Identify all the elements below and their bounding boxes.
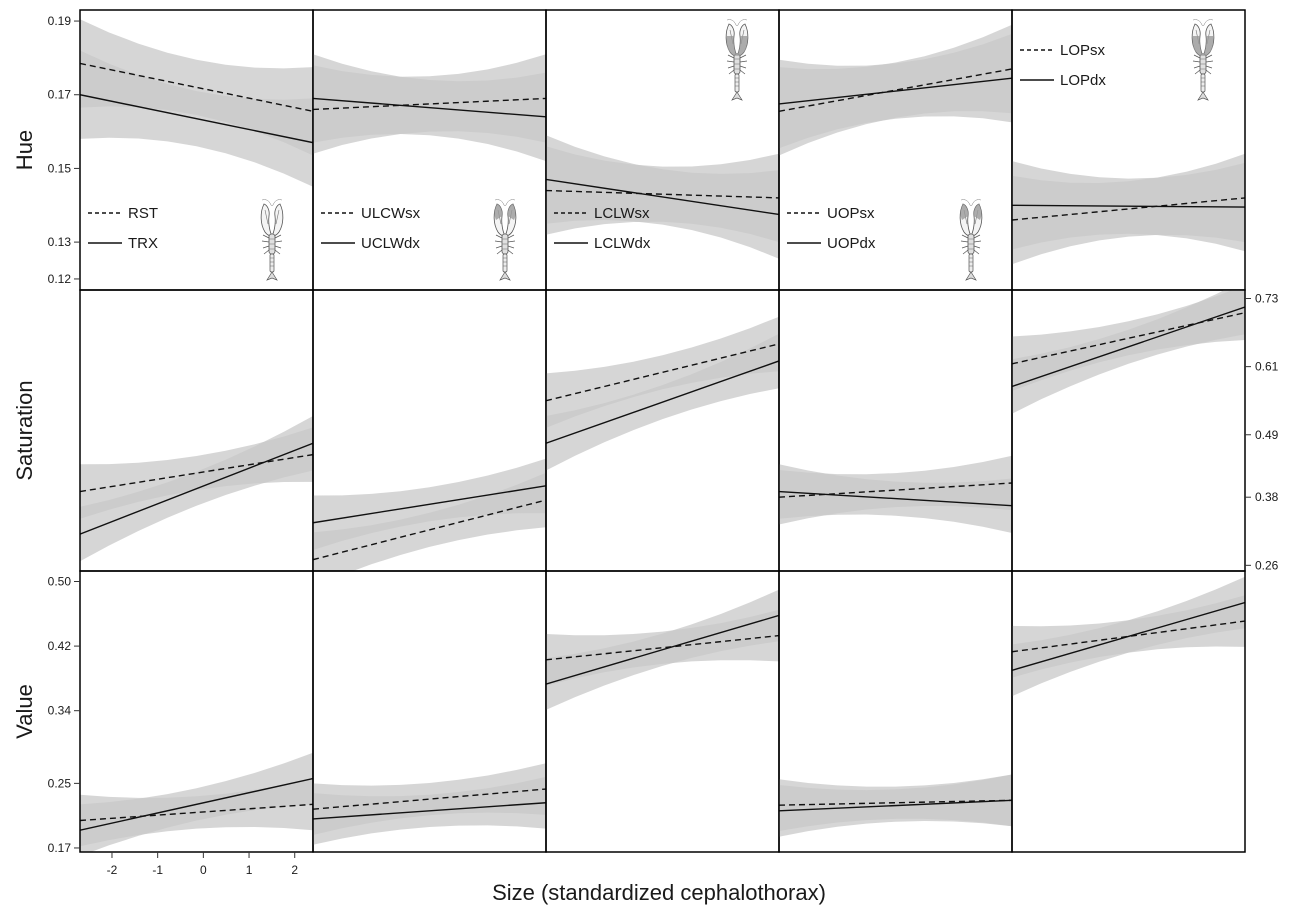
crayfish-icon <box>260 199 284 281</box>
series-line-dashed: UOPsx <box>779 482 1012 498</box>
series-line-solid: LOPdx <box>1012 306 1245 388</box>
y-tick-label: 0.61 <box>1255 360 1279 374</box>
series-line-solid: UCLWdx <box>313 485 546 524</box>
crayfish-icon <box>1191 19 1215 101</box>
y-tick-label: 0.34 <box>48 704 72 718</box>
x-tick-label: -1 <box>152 863 163 877</box>
series-line-dashed: RST <box>80 803 313 822</box>
panel-hue-4: UOPsxUOPdxUOPsxUOPdx <box>778 9 1013 291</box>
series-line-dashed: UOPsx <box>779 799 1012 806</box>
crayfish-icon <box>725 19 749 101</box>
y-tick-label: 0.26 <box>1255 558 1279 572</box>
panel-hue-5: LOPsxLOPdxLOPsxLOPdx <box>1011 9 1246 291</box>
y-tick-label: 0.49 <box>1255 428 1279 442</box>
series-line-solid: LOPdx <box>1012 601 1245 671</box>
series-line-solid: UOPdx <box>779 77 1012 105</box>
series-line-solid: UOPdx <box>779 799 1012 812</box>
legend-label-solid: TRX <box>128 235 158 252</box>
series-line-solid: LCLWdx <box>546 360 779 444</box>
panel-frame <box>778 289 1013 572</box>
y-tick-label: 0.12 <box>48 272 72 286</box>
x-tick-label: 1 <box>246 863 253 877</box>
series-line-solid: TRX <box>80 777 313 831</box>
y-tick-label: 0.19 <box>48 14 72 28</box>
series-line-dashed: LCLWsx <box>546 634 779 661</box>
row-label-saturation: Saturation <box>12 380 37 480</box>
y-tick-label: 0.15 <box>48 161 72 175</box>
y-tick-label: 0.50 <box>48 574 72 588</box>
legend-label-solid: LCLWdx <box>594 235 651 252</box>
legend-label-solid: LOPdx <box>1060 72 1106 89</box>
panel-hue-3: LCLWsxLCLWdxLCLWsxLCLWdx <box>545 9 780 291</box>
y-tick-label: 0.73 <box>1255 292 1279 306</box>
axes-layer: 0.12 0.13 0.15 0.17 0.19 Hue 0.26 0.38 0.49 0.61 0… <box>12 14 1279 877</box>
panel-hue-2: ULCWsxUCLWdxULCWsxUCLWdx <box>312 9 547 291</box>
x-tick-label: 2 <box>291 863 298 877</box>
series-line-solid: TRX <box>80 442 313 535</box>
panel-frame <box>1011 570 1246 853</box>
series-line-solid: UOPdx <box>779 490 1012 507</box>
series-line-dashed: ULCWsx <box>313 499 546 561</box>
crayfish-icon <box>493 199 517 281</box>
series-line-solid: LOPdx <box>1012 204 1245 208</box>
legend-label-solid: UCLWdx <box>361 235 420 252</box>
legend-label-dashed: ULCWsx <box>361 205 421 222</box>
row-label-hue: Hue <box>12 130 37 170</box>
series-line-solid: UCLWdx <box>313 97 546 118</box>
ci-ribbon-solid <box>80 752 313 852</box>
y-tick-label: 0.25 <box>48 776 72 790</box>
y-tick-label: 0.13 <box>48 235 72 249</box>
series-line-solid: UCLWdx <box>313 802 546 820</box>
series-line-dashed: ULCWsx <box>313 788 546 810</box>
x-tick-label: 0 <box>200 863 207 877</box>
crayfish-icon <box>959 199 983 281</box>
legend-label-dashed: RST <box>128 205 158 222</box>
y-tick-label: 0.42 <box>48 639 72 653</box>
legend-label-dashed: LOPsx <box>1060 42 1106 59</box>
series-line-dashed: LOPsx <box>1012 620 1245 653</box>
series-line-dashed: LOPsx <box>1012 197 1245 221</box>
y-tick-label: 0.17 <box>48 88 72 102</box>
ci-ribbon-dashed <box>546 316 779 428</box>
legend-label-dashed: UOPsx <box>827 205 875 222</box>
series-line-solid: LCLWdx <box>546 178 779 216</box>
ci-ribbon-solid <box>1012 290 1245 414</box>
series-line-solid: TRX <box>80 94 313 144</box>
series-line-solid: LCLWdx <box>546 614 779 685</box>
legend-label-dashed: LCLWsx <box>594 205 650 222</box>
legend-label-solid: UOPdx <box>827 235 876 252</box>
x-axis-title: Size (standardized cephalothorax) <box>492 880 826 905</box>
x-tick-label: -2 <box>107 863 118 877</box>
panel-frame <box>312 9 547 291</box>
panel-grid: RSTTRXRSTTRXULCWsxUCLWdxULCWsxUCLWdxLCLW… <box>79 9 1246 853</box>
series-line-dashed: ULCWsx <box>313 97 546 111</box>
row-label-value: Value <box>12 684 37 739</box>
series-line-dashed: LCLWsx <box>546 189 779 199</box>
y-tick-label: 0.17 <box>48 841 72 855</box>
y-tick-label: 0.38 <box>1255 490 1279 504</box>
panel-hue-1: RSTTRXRSTTRX <box>79 9 314 291</box>
